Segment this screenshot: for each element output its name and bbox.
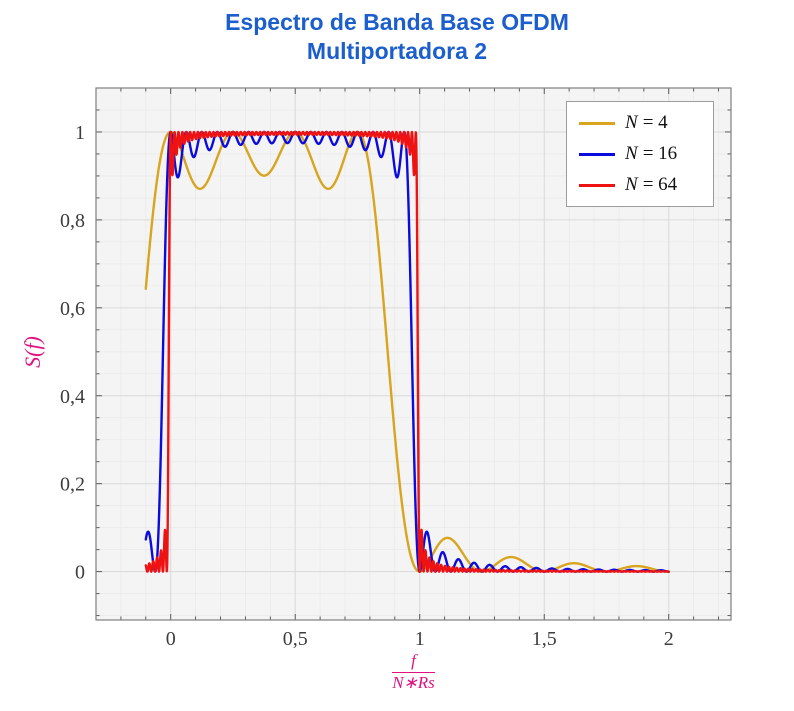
x-tick-label: 0,5 [283, 628, 308, 650]
x-tick-label: 0 [166, 628, 176, 650]
y-axis-label: S(f) [20, 336, 45, 368]
x-tick-label: 2 [664, 628, 674, 650]
legend-value-n64: = 64 [642, 174, 678, 195]
y-tick-label: 0,2 [60, 474, 85, 496]
y-tick-label: 0,4 [60, 386, 85, 408]
chart-title-line1: Espectro de Banda Base OFDM [225, 9, 569, 35]
legend-line-n4-icon [579, 121, 615, 125]
x-axis-label: f N∗Rs [96, 651, 731, 693]
x-label-numerator: f [411, 651, 416, 670]
series-line-n-64 [144, 130, 670, 573]
x-tick-label: 1,5 [532, 628, 557, 650]
legend-item-n64: N = 64 [579, 174, 701, 196]
y-tick-label: 1 [75, 122, 85, 144]
series-lines [144, 130, 670, 573]
y-tick-label: 0 [75, 562, 85, 584]
chart-title: Espectro de Banda Base OFDM Multiportado… [0, 8, 794, 66]
legend-var-n64: N [625, 174, 638, 195]
x-tick-label: 1 [415, 628, 425, 650]
legend-value-n4: = 4 [642, 112, 668, 133]
legend-value-n16: = 16 [642, 143, 678, 164]
legend-item-n4: N = 4 [579, 112, 701, 134]
legend-line-n16-icon [579, 152, 615, 156]
legend-label-n4: N = 4 [625, 112, 668, 134]
legend-label-n64: N = 64 [625, 174, 677, 196]
legend-item-n16: N = 16 [579, 143, 701, 165]
fraction-bar-icon [392, 671, 435, 673]
y-tick-labels: 0 0,2 0,4 0,6 0,8 1 [60, 122, 85, 584]
x-label-fraction: f N∗Rs [392, 651, 435, 693]
legend-label-n16: N = 16 [625, 143, 677, 165]
legend-var-n4: N [625, 112, 638, 133]
x-label-denominator: N∗Rs [392, 672, 435, 692]
chart-title-line2: Multiportadora 2 [306, 37, 488, 64]
legend-line-n64-icon [579, 183, 615, 187]
legend: N = 4 N = 16 N = 64 [566, 101, 714, 207]
legend-var-n16: N [625, 143, 638, 164]
x-tick-labels: 0 0,5 1 1,5 2 [166, 628, 674, 650]
y-tick-label: 0,8 [60, 210, 85, 232]
y-tick-label: 0,6 [60, 298, 85, 320]
plot-frame [95, 87, 732, 621]
